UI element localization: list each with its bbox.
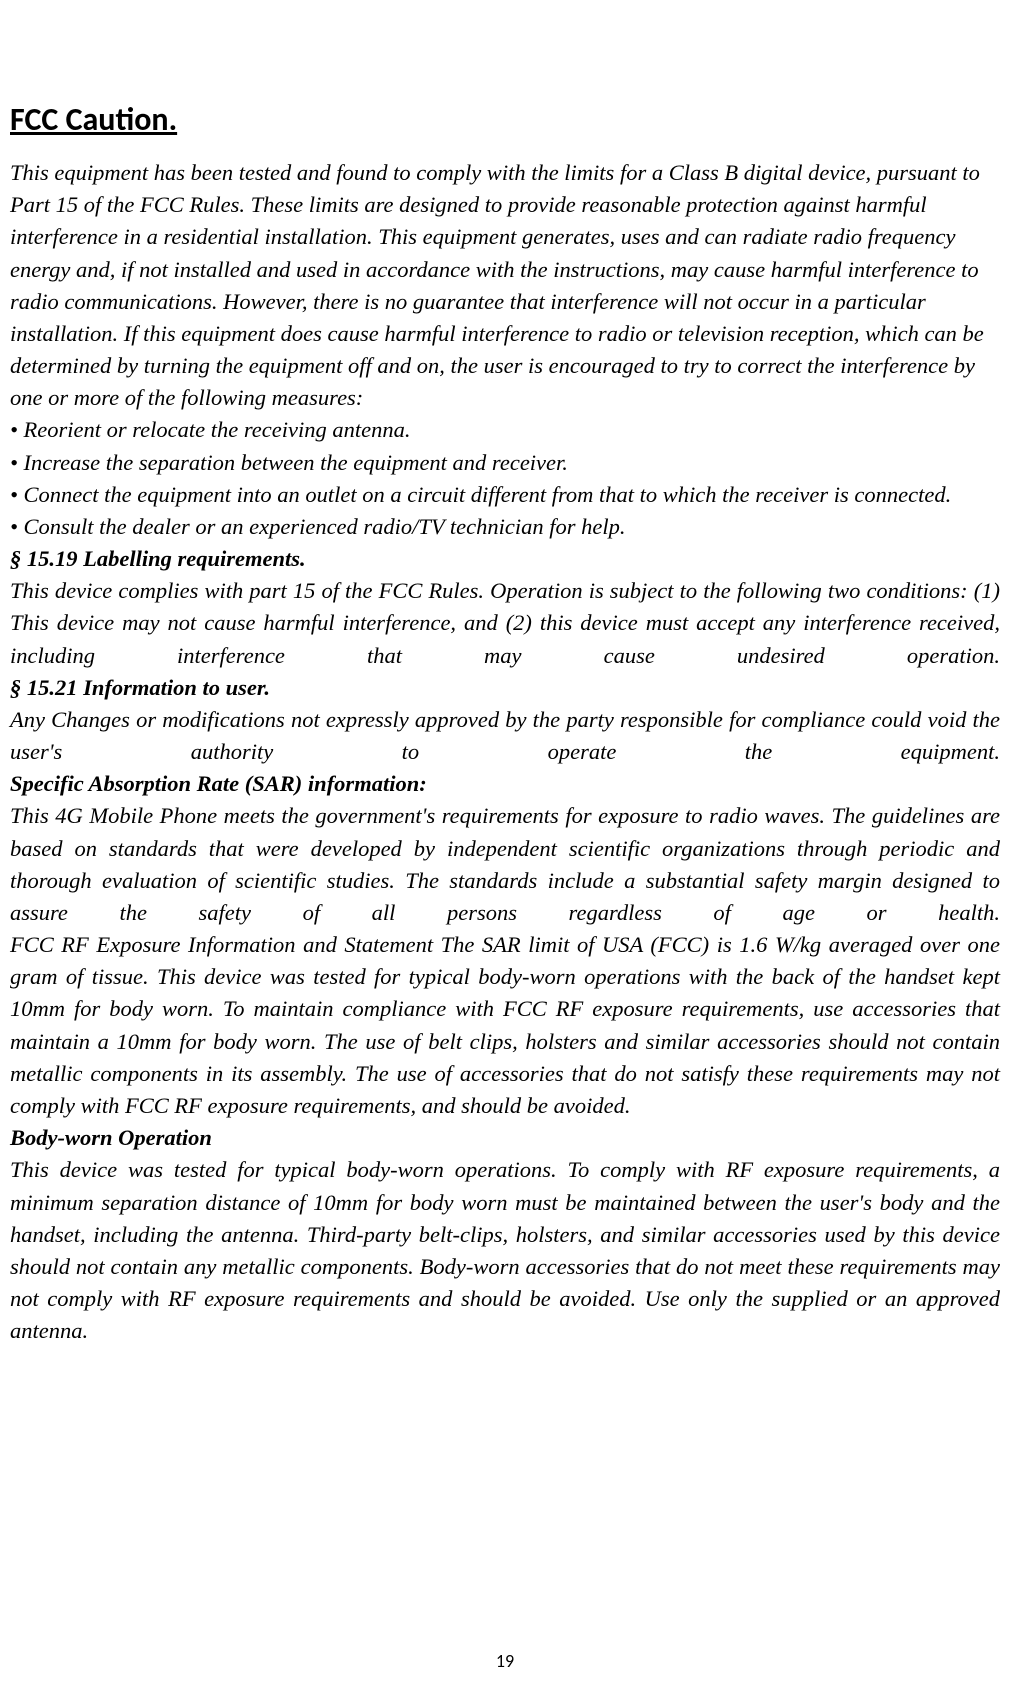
section-heading-15-21: § 15.21 Information to user. bbox=[10, 672, 1000, 704]
bullet-item: • Reorient or relocate the receiving ant… bbox=[10, 414, 1000, 446]
sar-paragraph-2: FCC RF Exposure Information and Statemen… bbox=[10, 929, 1000, 1122]
bullet-item: • Consult the dealer or an experienced r… bbox=[10, 511, 1000, 543]
document-page: FCC Caution. This equipment has been tes… bbox=[10, 100, 1000, 1347]
page-number: 19 bbox=[0, 1650, 1010, 1672]
body-content: This equipment has been tested and found… bbox=[10, 157, 1000, 1347]
intro-paragraph: This equipment has been tested and found… bbox=[10, 157, 1000, 414]
bullet-item: • Connect the equipment into an outlet o… bbox=[10, 479, 1000, 511]
bullet-item: • Increase the separation between the eq… bbox=[10, 447, 1000, 479]
section-heading-sar: Specific Absorption Rate (SAR) informati… bbox=[10, 768, 1000, 800]
page-title: FCC Caution. bbox=[10, 100, 1000, 139]
section-body-15-21: Any Changes or modifications not express… bbox=[10, 704, 1000, 768]
section-body-15-19: This device complies with part 15 of the… bbox=[10, 575, 1000, 672]
body-worn-paragraph: This device was tested for typical body-… bbox=[10, 1154, 1000, 1347]
section-heading-body-worn: Body-worn Operation bbox=[10, 1122, 1000, 1154]
sar-paragraph-1: This 4G Mobile Phone meets the governmen… bbox=[10, 800, 1000, 929]
section-heading-15-19: § 15.19 Labelling requirements. bbox=[10, 543, 1000, 575]
